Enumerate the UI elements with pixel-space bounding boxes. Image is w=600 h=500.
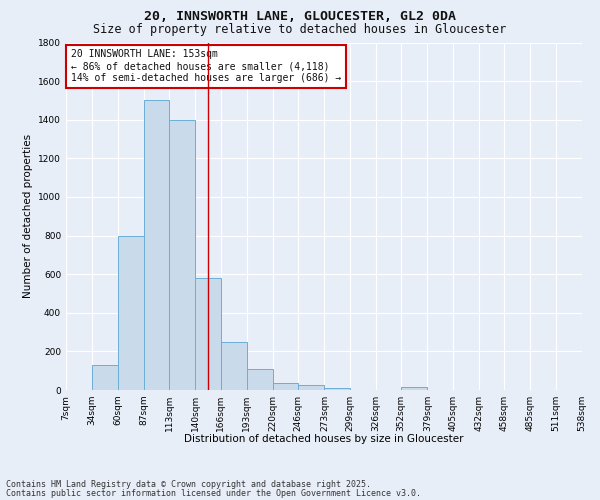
X-axis label: Distribution of detached houses by size in Gloucester: Distribution of detached houses by size … [184, 434, 464, 444]
Text: 20 INNSWORTH LANE: 153sqm
← 86% of detached houses are smaller (4,118)
14% of se: 20 INNSWORTH LANE: 153sqm ← 86% of detac… [71, 50, 341, 82]
Bar [195, 278, 221, 390]
Bar [118, 236, 144, 390]
Bar [298, 385, 325, 390]
Bar [401, 387, 427, 390]
Bar [221, 342, 247, 390]
Bar [169, 120, 195, 390]
Bar [144, 100, 169, 390]
Text: Contains public sector information licensed under the Open Government Licence v3: Contains public sector information licen… [6, 488, 421, 498]
Text: Size of property relative to detached houses in Gloucester: Size of property relative to detached ho… [94, 22, 506, 36]
Bar [325, 388, 350, 390]
Bar [273, 383, 298, 390]
Text: 20, INNSWORTH LANE, GLOUCESTER, GL2 0DA: 20, INNSWORTH LANE, GLOUCESTER, GL2 0DA [144, 10, 456, 23]
Text: Contains HM Land Registry data © Crown copyright and database right 2025.: Contains HM Land Registry data © Crown c… [6, 480, 371, 489]
Bar [92, 365, 118, 390]
Bar [247, 369, 273, 390]
Y-axis label: Number of detached properties: Number of detached properties [23, 134, 32, 298]
